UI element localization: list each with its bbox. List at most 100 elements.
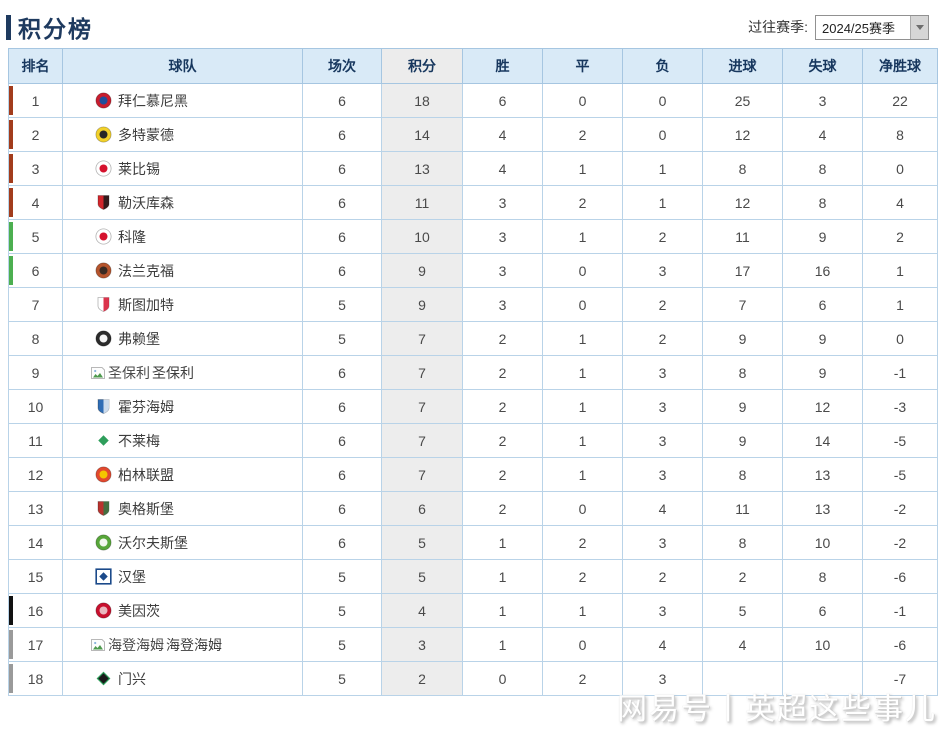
- cell-draws: 0: [542, 287, 623, 322]
- cell-goal-diff: -2: [862, 491, 938, 526]
- cell-draws: 1: [542, 457, 623, 492]
- cell-goal-diff: -6: [862, 627, 938, 662]
- cell-goals-against: 13: [782, 457, 863, 492]
- cell-played: 6: [302, 457, 382, 492]
- team-name: 不莱梅: [118, 432, 160, 449]
- rank-number: 16: [27, 602, 44, 619]
- rank-number: 12: [27, 466, 44, 483]
- team-crest-icon: [95, 670, 112, 687]
- cell-played: 6: [302, 355, 382, 390]
- page-title-wrap: 积分榜: [6, 10, 93, 44]
- column-header-draws[interactable]: 平: [542, 48, 623, 84]
- column-header-rank[interactable]: 排名: [8, 48, 63, 84]
- cell-draws: 0: [542, 491, 623, 526]
- table-row: 15 汉堡 5 5 1 2 2 2 8 -6: [8, 559, 938, 594]
- cell-points: 18: [381, 83, 463, 118]
- caret-shape: [915, 24, 924, 30]
- team-crest-icon: [95, 296, 112, 313]
- cell-goals-against: 10: [782, 627, 863, 662]
- team-name: 海登海姆: [166, 636, 222, 653]
- cell-goals-for: 5: [702, 593, 783, 628]
- cell-losses: 3: [622, 525, 703, 560]
- cell-wins: 2: [462, 355, 543, 390]
- rank-number: 1: [31, 92, 40, 109]
- table-row: 11 不莱梅 6 7 2 1 3 9 14 -5: [8, 423, 938, 458]
- table-row: 8 弗赖堡 5 7 2 1 2 9 9 0: [8, 321, 938, 356]
- cell-points: 4: [381, 593, 463, 628]
- table-header-row: 排名 球队 场次 积分胜平负进球 失球 净胜球: [8, 48, 938, 84]
- team-name: 奥格斯堡: [118, 500, 174, 517]
- cell-rank: 5: [8, 219, 63, 254]
- team-wrap: 不莱梅: [63, 431, 302, 451]
- cell-losses: 0: [622, 117, 703, 152]
- cell-goal-diff: 2: [862, 219, 938, 254]
- team-wrap: 弗赖堡: [63, 329, 302, 349]
- season-select[interactable]: 2024/25赛季: [815, 14, 929, 40]
- cell-team: 勒沃库森: [62, 185, 303, 220]
- team-wrap: 法兰克福: [63, 261, 302, 281]
- cell-losses: 1: [622, 151, 703, 186]
- team-crest-icon: [95, 126, 112, 143]
- cell-rank: 10: [8, 389, 63, 424]
- team-crest-icon: [95, 466, 112, 483]
- team-wrap: 海登海姆 海登海姆: [63, 635, 302, 655]
- cell-goals-against: 6: [782, 287, 863, 322]
- season-selector: 过往赛季: 2024/25赛季: [748, 14, 935, 40]
- cell-draws: 1: [542, 151, 623, 186]
- column-header-team[interactable]: 球队: [62, 48, 303, 84]
- column-header-goals-against[interactable]: 失球: [782, 48, 863, 84]
- column-header-wins[interactable]: 胜: [462, 48, 543, 84]
- rank-indicator-bar: [9, 188, 13, 217]
- cell-goal-diff: 0: [862, 151, 938, 186]
- cell-goals-against: 4: [782, 117, 863, 152]
- column-header-losses[interactable]: 负: [622, 48, 703, 84]
- cell-points: 11: [381, 185, 463, 220]
- cell-rank: 6: [8, 253, 63, 288]
- cell-played: 6: [302, 253, 382, 288]
- cell-draws: 2: [542, 525, 623, 560]
- chevron-down-icon[interactable]: [910, 15, 928, 39]
- column-header-played[interactable]: 场次: [302, 48, 382, 84]
- cell-team: 霍芬海姆: [62, 389, 303, 424]
- cell-losses: 3: [622, 661, 703, 696]
- rank-indicator-bar: [9, 86, 13, 115]
- column-header-goals-for[interactable]: 进球: [702, 48, 783, 84]
- cell-team: 奥格斯堡: [62, 491, 303, 526]
- rank-number: 9: [31, 364, 40, 381]
- team-crest-icon: [95, 602, 112, 619]
- cell-wins: 1: [462, 559, 543, 594]
- cell-goal-diff: 1: [862, 253, 938, 288]
- cell-goals-for: 9: [702, 389, 783, 424]
- cell-losses: 2: [622, 559, 703, 594]
- team-wrap: 多特蒙德: [63, 125, 302, 145]
- cell-played: 6: [302, 117, 382, 152]
- cell-team: 多特蒙德: [62, 117, 303, 152]
- cell-team: 门兴: [62, 661, 303, 696]
- cell-rank: 2: [8, 117, 63, 152]
- team-crest-icon: [95, 398, 112, 415]
- cell-wins: 2: [462, 423, 543, 458]
- cell-wins: 4: [462, 117, 543, 152]
- cell-draws: 1: [542, 355, 623, 390]
- team-wrap: 门兴: [63, 669, 302, 689]
- cell-points: 10: [381, 219, 463, 254]
- cell-goal-diff: 0: [862, 321, 938, 356]
- cell-draws: 1: [542, 219, 623, 254]
- column-header-goal-diff[interactable]: 净胜球: [862, 48, 938, 84]
- team-name: 拜仁慕尼黑: [118, 92, 188, 109]
- table-row: 16 美因茨 5 4 1 1 3 5 6 -1: [8, 593, 938, 628]
- broken-image-alt-text: 圣保利: [108, 364, 150, 381]
- column-header-points[interactable]: 积分: [381, 48, 463, 84]
- cell-losses: 4: [622, 627, 703, 662]
- team-crest-icon: [95, 262, 112, 279]
- cell-losses: 3: [622, 253, 703, 288]
- cell-goals-against: 8: [782, 185, 863, 220]
- cell-wins: 2: [462, 321, 543, 356]
- team-wrap: 圣保利 圣保利: [63, 363, 302, 383]
- cell-losses: 0: [622, 83, 703, 118]
- cell-rank: 7: [8, 287, 63, 322]
- top-bar: 积分榜 过往赛季: 2024/25赛季: [0, 0, 945, 48]
- cell-draws: 1: [542, 321, 623, 356]
- team-crest-icon: [95, 160, 112, 177]
- table-row: 3 莱比锡 6 13 4 1 1 8 8 0: [8, 151, 938, 186]
